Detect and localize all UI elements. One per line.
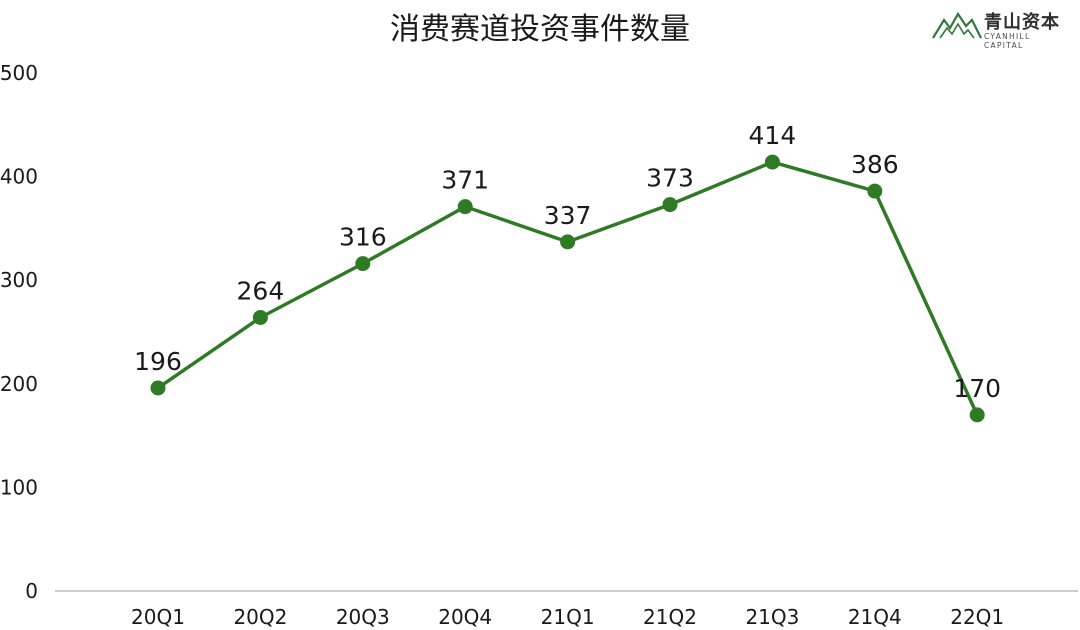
y-tick-label: 500 [0, 61, 38, 85]
y-tick-label: 100 [0, 475, 38, 499]
y-tick-label: 300 [0, 268, 38, 292]
data-label: 414 [749, 121, 797, 150]
x-tick-label: 20Q2 [233, 605, 287, 629]
x-tick-label: 20Q1 [131, 605, 185, 629]
data-label: 371 [441, 166, 489, 195]
data-label: 196 [134, 347, 182, 376]
data-points [150, 154, 985, 423]
x-tick-label: 21Q3 [745, 605, 799, 629]
data-label: 337 [544, 201, 592, 230]
mountain-logo-icon [932, 11, 982, 39]
x-axis-ticks: 20Q1 20Q2 20Q3 20Q4 21Q1 21Q2 21Q3 21Q4 22Q1 [131, 605, 1004, 629]
cyanhill-logo: 青山资本 CYANHILL CAPITAL [932, 8, 1072, 50]
y-tick-label: 0 [25, 579, 38, 603]
x-tick-label: 20Q3 [336, 605, 390, 629]
x-tick-label: 21Q1 [541, 605, 595, 629]
data-point [867, 183, 883, 199]
data-point [457, 199, 473, 215]
data-label: 373 [646, 164, 694, 193]
data-label: 316 [339, 223, 387, 252]
y-tick-label: 400 [0, 165, 38, 189]
data-point [355, 256, 371, 272]
y-axis-ticks: 0 100 200 300 400 500 [0, 61, 38, 603]
logo-chinese-text: 青山资本 [984, 12, 1060, 33]
data-point [764, 154, 780, 170]
data-point [150, 380, 166, 396]
data-label: 386 [851, 150, 899, 179]
data-point [969, 407, 985, 423]
logo-english-text: CYANHILL CAPITAL [984, 32, 1031, 50]
data-point [560, 234, 576, 250]
data-point [252, 309, 268, 325]
y-tick-label: 200 [0, 372, 38, 396]
data-label: 264 [237, 276, 285, 305]
x-tick-label: 22Q1 [950, 605, 1004, 629]
chart-title: 消费赛道投资事件数量 [390, 12, 690, 47]
data-labels: 196 264 316 371 337 373 414 386 170 [134, 121, 1001, 403]
data-point [662, 197, 678, 213]
data-label: 170 [953, 374, 1001, 403]
x-tick-label: 21Q4 [848, 605, 902, 629]
x-tick-label: 21Q2 [643, 605, 697, 629]
x-tick-label: 20Q4 [438, 605, 492, 629]
